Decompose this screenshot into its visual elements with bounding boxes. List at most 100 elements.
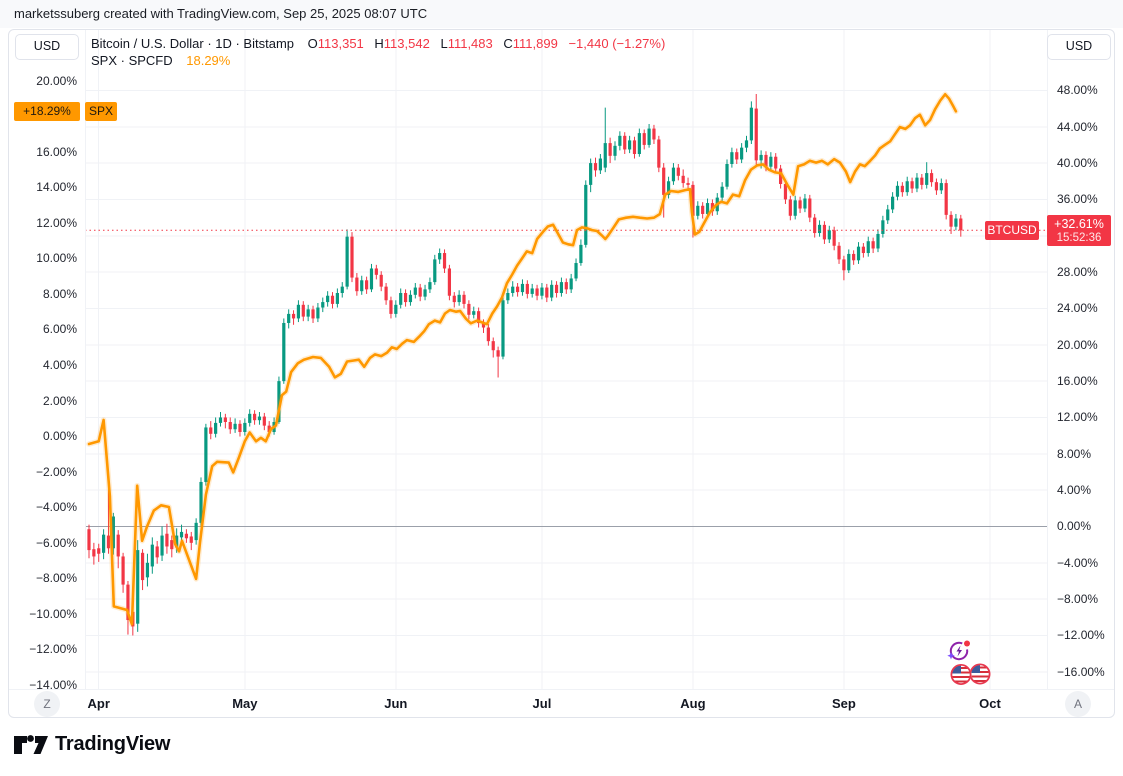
left-axis-tick: 4.00% — [42, 358, 77, 372]
month-label-sep: Sep — [831, 696, 856, 711]
countdown-timer: 15:52:36 — [1056, 231, 1102, 244]
ai-spark-icon[interactable] — [946, 638, 972, 664]
candle-body — [871, 241, 875, 249]
candle-body — [554, 284, 559, 294]
candle-body — [277, 381, 281, 423]
tradingview-logo[interactable]: TradingView — [14, 733, 170, 756]
candle-body — [701, 205, 705, 214]
spx-line-halo — [86, 91, 959, 627]
candle-body — [223, 417, 227, 423]
candle-body — [925, 173, 929, 185]
ohlc-close: C111,899 — [503, 36, 558, 51]
candle-body — [598, 158, 602, 171]
btc-change-value: +32.61% — [1054, 217, 1104, 231]
right-axis-tick: 20.00% — [1057, 337, 1098, 352]
legend-compare-row[interactable]: SPX · SPCFD 18.29% — [91, 53, 665, 70]
candle-body — [832, 230, 836, 246]
candle-body — [929, 173, 934, 183]
candle-body — [730, 152, 734, 164]
left-axis-separator — [85, 30, 86, 689]
candle-body — [257, 416, 262, 421]
candle-body — [793, 200, 797, 216]
candle-body — [783, 183, 788, 200]
candle-body — [467, 303, 471, 315]
candle-body — [316, 307, 320, 319]
candle-body — [340, 286, 344, 294]
candle-body — [360, 280, 364, 292]
candle-body — [861, 246, 865, 254]
candle-body — [491, 341, 495, 351]
candle-body — [705, 203, 710, 214]
left-axis-tick: 10.00% — [36, 251, 77, 266]
candle-body — [564, 282, 568, 290]
candle-body — [574, 263, 578, 279]
right-axis-tick: 28.00% — [1057, 265, 1098, 280]
tradingview-logo-icon — [14, 734, 48, 754]
month-label-oct: Oct — [979, 696, 1001, 711]
candle-body — [744, 140, 749, 148]
candle-body — [209, 427, 213, 434]
legend-symbol-row[interactable]: Bitcoin / U.S. Dollar · 1D · Bitstamp O1… — [91, 36, 665, 53]
candle-body — [155, 546, 159, 558]
candle-body — [550, 284, 554, 298]
right-axis-tick: 48.00% — [1057, 83, 1098, 98]
us-flag-event-icons[interactable] — [948, 662, 994, 687]
compare-title: SPX · SPCFD — [91, 52, 173, 68]
candle-body — [365, 280, 369, 290]
month-label-jun: Jun — [384, 696, 408, 711]
candle-body — [248, 413, 252, 423]
candle-body — [228, 422, 232, 430]
candle-body — [842, 259, 846, 271]
candle-body — [501, 300, 505, 357]
candle-body — [399, 293, 403, 305]
candle-body — [457, 294, 461, 303]
candle-body — [847, 253, 851, 271]
candle-body — [121, 556, 125, 585]
candle-body — [218, 417, 223, 423]
candle-body — [413, 287, 417, 295]
candle-body — [384, 286, 388, 301]
candle-body — [749, 107, 753, 141]
candle-body — [954, 218, 958, 227]
candle-body — [876, 233, 880, 249]
candle-body — [447, 268, 452, 296]
us-flag-icon — [952, 665, 970, 684]
candle-body — [145, 562, 150, 578]
candle-body — [170, 540, 174, 550]
candle-body — [335, 293, 339, 304]
candle-body — [891, 196, 895, 210]
candle-body — [657, 139, 661, 168]
candle-body — [545, 287, 549, 298]
candle-body — [905, 181, 909, 193]
candle-body — [691, 184, 695, 216]
auto-scale-button[interactable]: A — [1065, 691, 1091, 717]
candle-body — [233, 423, 237, 430]
candle-body — [740, 147, 744, 160]
candle-body — [608, 143, 612, 156]
candle-body — [379, 274, 383, 287]
candle-body — [452, 295, 456, 303]
timezone-button[interactable]: Z — [34, 691, 60, 717]
candle-body — [520, 283, 525, 293]
candle-body — [442, 253, 447, 269]
candle-body — [287, 313, 291, 323]
candle-body — [423, 289, 427, 297]
price-chart-canvas[interactable] — [9, 30, 1112, 689]
spx-axis-value-badge: +18.29% — [14, 102, 80, 121]
candle-body — [778, 168, 783, 184]
candle-body — [330, 295, 335, 304]
candle-body — [676, 167, 680, 176]
candle-body — [355, 277, 359, 292]
candle-body — [895, 185, 900, 197]
left-axis-tick: 0.00% — [42, 429, 77, 444]
right-currency-button[interactable]: USD — [1047, 34, 1111, 60]
candle-body — [92, 549, 96, 557]
left-axis-tick: 12.00% — [36, 215, 77, 230]
left-axis-tick: −6.00% — [35, 535, 77, 550]
candle-body — [350, 236, 354, 278]
month-label-aug: Aug — [680, 696, 706, 711]
left-currency-button[interactable]: USD — [15, 34, 79, 60]
candle-body — [97, 548, 101, 554]
left-axis-tick: 2.00% — [42, 393, 77, 408]
us-flag-icon — [971, 665, 989, 683]
